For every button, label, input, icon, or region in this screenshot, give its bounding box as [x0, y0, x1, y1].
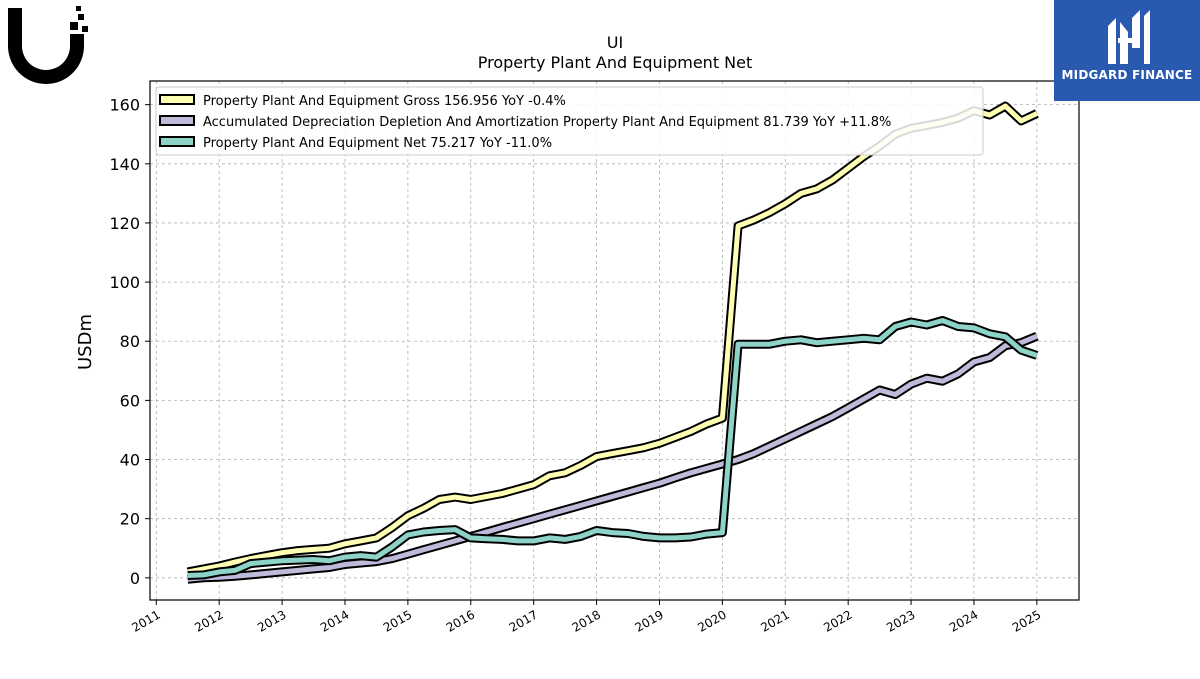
series-line-core — [187, 333, 1038, 582]
y-axis: 0 20 40 60 80 100 120 140 160 — [109, 96, 150, 588]
legend-swatch — [159, 115, 195, 126]
series-line-0 — [186, 101, 1039, 577]
grid — [150, 81, 1079, 600]
series-line-outline — [187, 316, 1039, 580]
y-tick-label: 0 — [130, 569, 140, 588]
legend-frame — [155, 86, 984, 156]
y-tick-label: 100 — [109, 273, 140, 292]
x-tick-label: 2018 — [570, 607, 603, 634]
x-tick-label: 2024 — [947, 607, 980, 634]
legend-label: Property Plant And Equipment Net 75.217 … — [203, 136, 552, 151]
x-tick-label: 2016 — [444, 607, 477, 634]
y-tick-label: 80 — [120, 332, 140, 351]
legend-item: Property Plant And Equipment Gross 156.9… — [159, 94, 566, 109]
x-tick-label: 2011 — [129, 607, 162, 634]
y-axis-label: USDm — [75, 314, 96, 370]
legend-item: Accumulated Depreciation Depletion And A… — [159, 115, 891, 130]
ubiquiti-u-logo — [8, 6, 88, 84]
x-tick-label: 2012 — [192, 607, 225, 634]
series-group — [186, 101, 1039, 584]
legend-item: Property Plant And Equipment Net 75.217 … — [159, 136, 552, 151]
x-tick-label: 2021 — [758, 607, 791, 634]
y-tick-label: 20 — [120, 510, 140, 529]
chart-subtitle: Property Plant And Equipment Net — [478, 53, 753, 72]
y-tick-label: 160 — [109, 96, 140, 115]
x-tick-label: 2020 — [695, 607, 728, 634]
legend-label: Accumulated Depreciation Depletion And A… — [203, 115, 891, 130]
midgard-brand-box: MIDGARD FINANCE — [1054, 0, 1200, 101]
midgard-m-logo — [1108, 10, 1150, 64]
series-line-2 — [187, 316, 1039, 580]
y-tick-label: 40 — [120, 451, 140, 470]
y-tick-label: 120 — [109, 214, 140, 233]
series-line-core — [187, 318, 1038, 578]
legend-label: Property Plant And Equipment Gross 156.9… — [203, 94, 566, 109]
x-axis: 2011 2012 2013 2014 2015 2016 2017 2018 2019 2020… — [129, 600, 1043, 635]
y-tick-label: 60 — [120, 391, 140, 410]
series-line-core — [187, 103, 1038, 575]
x-tick-label: 2019 — [633, 607, 666, 634]
x-tick-label: 2025 — [1010, 607, 1043, 634]
plot-frame — [149, 80, 1080, 601]
x-tick-label: 2023 — [884, 607, 917, 634]
legend: Property Plant And Equipment Gross 156.9… — [155, 86, 984, 156]
x-tick-label: 2014 — [318, 607, 351, 634]
brand-name: MIDGARD FINANCE — [1061, 68, 1193, 82]
legend-swatch — [159, 136, 195, 147]
x-tick-label: 2013 — [255, 607, 288, 634]
series-line-1 — [187, 332, 1039, 584]
series-line-outline — [186, 101, 1039, 577]
x-tick-label: 2015 — [381, 607, 414, 634]
x-tick-label: 2017 — [507, 607, 540, 634]
chart-title: UI — [607, 33, 623, 52]
y-tick-label: 140 — [109, 155, 140, 174]
x-tick-label: 2022 — [821, 607, 854, 634]
legend-swatch — [159, 94, 195, 105]
